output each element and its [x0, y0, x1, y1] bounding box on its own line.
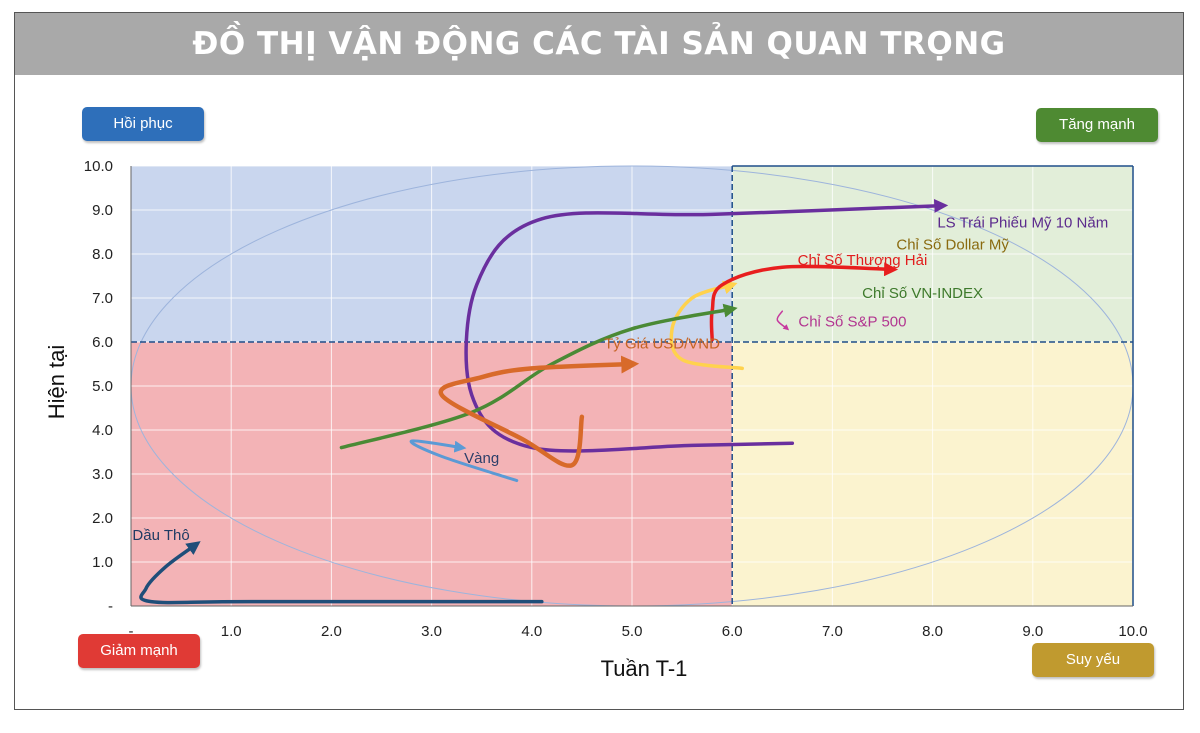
- x-tick-label: 9.0: [1022, 623, 1043, 640]
- quadrant-label-giam-manh: Giảm mạnh: [78, 634, 200, 668]
- x-tick-label: 7.0: [822, 623, 843, 640]
- quadrant-label-hoi-phuc: Hồi phục: [82, 107, 204, 141]
- series-line-5: [438, 355, 640, 468]
- y-tick-label: 1.0: [92, 554, 113, 571]
- x-tick-label: 3.0: [421, 623, 442, 640]
- series-label: Chỉ Số S&P 500: [798, 314, 906, 331]
- quadrant-label-suy-yeu: Suy yếu: [1032, 643, 1154, 677]
- series-label: LS Trái Phiếu Mỹ 10 Năm: [937, 215, 1108, 232]
- series-label: Vàng: [464, 450, 499, 467]
- x-tick-label: 6.0: [722, 623, 743, 640]
- x-tick-label: 2.0: [321, 623, 342, 640]
- series-label: Chỉ Số VN-INDEX: [862, 285, 983, 302]
- y-tick-label: 5.0: [92, 378, 113, 395]
- series-line-3: [339, 303, 738, 450]
- y-tick-label: 8.0: [92, 246, 113, 263]
- x-tick-label: 10.0: [1118, 623, 1147, 640]
- y-tick-label: 4.0: [92, 422, 113, 439]
- x-tick-label: 5.0: [622, 623, 643, 640]
- x-tick-label: 1.0: [221, 623, 242, 640]
- series-label: Dầu Thô: [132, 527, 189, 544]
- x-axis-title: Tuần T-1: [601, 656, 688, 681]
- y-tick-label: 6.0: [92, 334, 113, 351]
- series-line-6: [409, 439, 519, 483]
- series-label: Chỉ Số Thượng Hải: [798, 252, 928, 269]
- page-title: ĐỒ THỊ VẬN ĐỘNG CÁC TÀI SẢN QUAN TRỌNG: [15, 13, 1183, 75]
- y-tick-label: 10.0: [84, 158, 113, 175]
- y-axis-title: Hiện tại: [44, 345, 69, 420]
- series-line-1: [669, 280, 744, 371]
- x-tick-label: 8.0: [922, 623, 943, 640]
- series-line-0: [464, 198, 949, 453]
- x-tick-label: -: [129, 623, 134, 640]
- y-tick-label: 3.0: [92, 466, 113, 483]
- series-label: Chỉ Số Dollar Mỹ: [896, 237, 1009, 254]
- quadrant-label-tang-manh: Tăng mạnh: [1036, 108, 1158, 142]
- x-tick-label: 4.0: [521, 623, 542, 640]
- series-line-2: [709, 262, 899, 342]
- y-tick-label: 9.0: [92, 202, 113, 219]
- series-line-4: [776, 310, 790, 331]
- series-label: Tỷ Giá USD/VND: [604, 336, 720, 353]
- y-tick-label: 2.0: [92, 510, 113, 527]
- y-tick-label: -: [108, 598, 113, 615]
- y-tick-label: 7.0: [92, 290, 113, 307]
- series-line-7: [139, 541, 544, 605]
